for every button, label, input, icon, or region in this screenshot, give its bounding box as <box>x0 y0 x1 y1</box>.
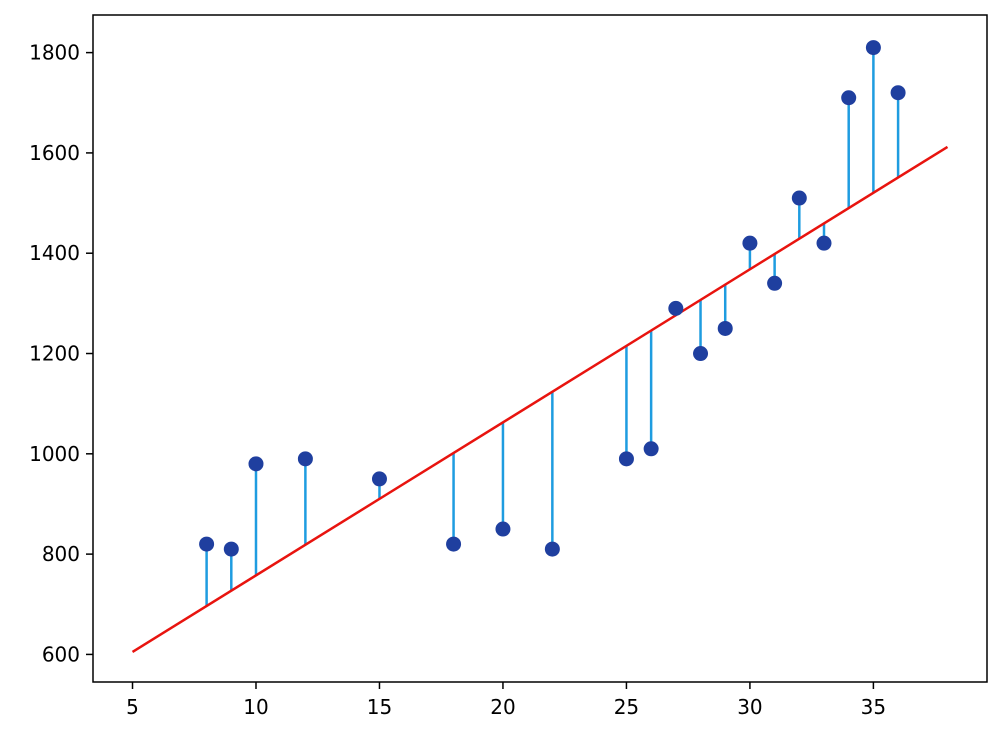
data-point <box>791 190 807 206</box>
data-point <box>841 90 857 106</box>
y-tick-label: 1200 <box>29 342 80 366</box>
y-tick-label: 800 <box>42 542 80 566</box>
x-tick-label: 20 <box>490 695 515 719</box>
data-point <box>643 441 659 457</box>
data-point <box>446 536 462 552</box>
regression-line-group <box>131 145 949 653</box>
x-tick-label: 35 <box>861 695 886 719</box>
plot-frame <box>92 14 988 683</box>
data-point <box>248 456 264 472</box>
data-point <box>865 40 881 56</box>
regression-line <box>131 145 949 653</box>
data-point <box>767 275 783 291</box>
data-point <box>693 346 709 362</box>
x-axis: 5 10 15 20 25 30 35 <box>126 682 886 719</box>
data-point <box>717 320 733 336</box>
data-points <box>199 40 906 557</box>
y-tick-label: 1600 <box>29 141 80 165</box>
y-tick-label: 1800 <box>29 41 80 65</box>
y-tick-label: 1000 <box>29 442 80 466</box>
data-point <box>297 451 313 467</box>
x-tick-label: 25 <box>614 695 639 719</box>
y-tick-label: 1400 <box>29 241 80 265</box>
data-point <box>742 235 758 251</box>
data-point <box>371 471 387 487</box>
data-point <box>199 536 215 552</box>
residual-lines <box>205 47 900 606</box>
data-point <box>223 541 239 557</box>
data-point <box>544 541 560 557</box>
y-axis: 600 800 1000 1200 1400 1600 1800 <box>29 41 93 666</box>
data-point <box>495 521 511 537</box>
y-tick-label: 600 <box>42 642 80 666</box>
x-tick-label: 10 <box>243 695 268 719</box>
x-tick-label: 5 <box>126 695 139 719</box>
x-tick-label: 15 <box>367 695 392 719</box>
data-point <box>816 235 832 251</box>
data-point <box>618 451 634 467</box>
data-point <box>668 300 684 316</box>
data-point <box>890 85 906 101</box>
x-tick-label: 30 <box>737 695 762 719</box>
